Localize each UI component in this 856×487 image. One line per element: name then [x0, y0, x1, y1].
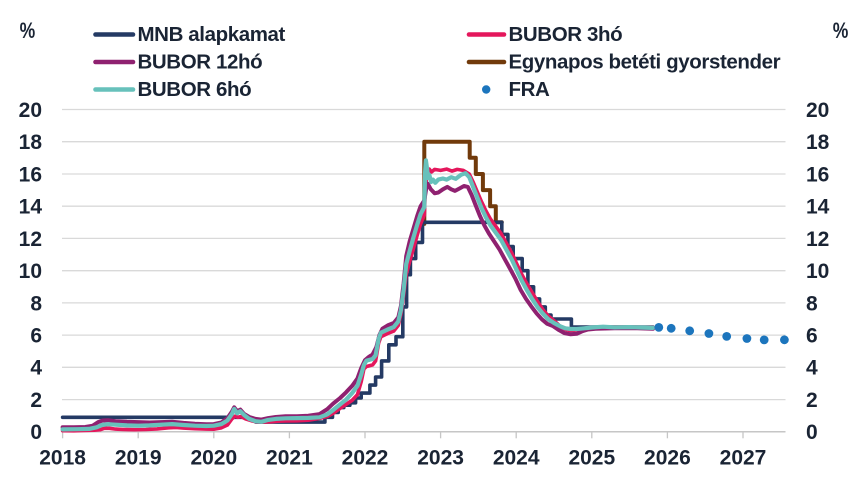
- svg-text:FRA: FRA: [509, 78, 551, 101]
- svg-text:18: 18: [806, 131, 830, 154]
- svg-text:8: 8: [30, 292, 42, 315]
- svg-text:2024: 2024: [493, 447, 540, 470]
- svg-text:12: 12: [806, 228, 829, 251]
- svg-text:2021: 2021: [266, 447, 313, 470]
- svg-text:14: 14: [806, 196, 830, 219]
- svg-text:0: 0: [30, 421, 42, 444]
- svg-text:MNB alapkamat: MNB alapkamat: [138, 23, 286, 46]
- svg-text:2023: 2023: [417, 447, 464, 470]
- svg-text:2019: 2019: [115, 447, 162, 470]
- svg-text:4: 4: [806, 357, 818, 380]
- svg-text:16: 16: [806, 163, 829, 186]
- svg-text:2: 2: [806, 389, 818, 412]
- svg-text:0: 0: [806, 421, 818, 444]
- svg-text:12: 12: [19, 228, 42, 251]
- svg-text:6: 6: [806, 325, 818, 348]
- svg-text:Egynapos betéti gyorstender: Egynapos betéti gyorstender: [509, 51, 781, 74]
- svg-text:20: 20: [19, 99, 42, 122]
- svg-text:2027: 2027: [720, 447, 767, 470]
- svg-text:8: 8: [806, 292, 818, 315]
- svg-text:BUBOR 3hó: BUBOR 3hó: [509, 23, 623, 46]
- svg-text:BUBOR 12hó: BUBOR 12hó: [138, 51, 263, 74]
- svg-text:16: 16: [19, 163, 42, 186]
- svg-text:4: 4: [30, 357, 42, 380]
- svg-text:2022: 2022: [342, 447, 389, 470]
- svg-text:2020: 2020: [190, 447, 237, 470]
- svg-text:2018: 2018: [39, 447, 86, 470]
- svg-text:%: %: [20, 18, 36, 43]
- svg-text:2: 2: [30, 389, 42, 412]
- svg-text:20: 20: [806, 99, 829, 122]
- svg-text:10: 10: [806, 260, 829, 283]
- svg-text:10: 10: [19, 260, 42, 283]
- svg-text:2025: 2025: [568, 447, 615, 470]
- svg-text:14: 14: [19, 196, 43, 219]
- svg-text:BUBOR 6hó: BUBOR 6hó: [138, 78, 252, 101]
- svg-text:18: 18: [19, 131, 43, 154]
- svg-text:%: %: [833, 18, 849, 43]
- svg-text:6: 6: [30, 325, 42, 348]
- svg-text:2026: 2026: [644, 447, 691, 470]
